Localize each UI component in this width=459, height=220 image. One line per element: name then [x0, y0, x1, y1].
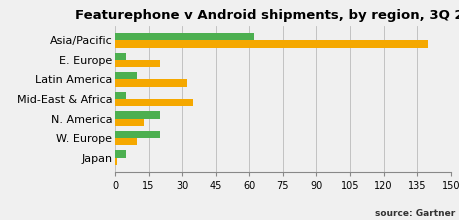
- Bar: [115, 158, 117, 165]
- Bar: [115, 40, 427, 48]
- Bar: [115, 72, 137, 79]
- Bar: [115, 92, 126, 99]
- Bar: [115, 79, 186, 87]
- Bar: [115, 138, 137, 145]
- Bar: [115, 53, 126, 60]
- Bar: [115, 150, 126, 158]
- Bar: [115, 99, 193, 106]
- Bar: [115, 131, 159, 138]
- Text: source: Gartner: source: Gartner: [375, 209, 454, 218]
- Bar: [115, 119, 144, 126]
- Bar: [115, 33, 253, 40]
- Bar: [115, 111, 159, 119]
- Title: Featurephone v Android shipments, by region, 3Q 2012: Featurephone v Android shipments, by reg…: [75, 9, 459, 22]
- Bar: [115, 60, 159, 67]
